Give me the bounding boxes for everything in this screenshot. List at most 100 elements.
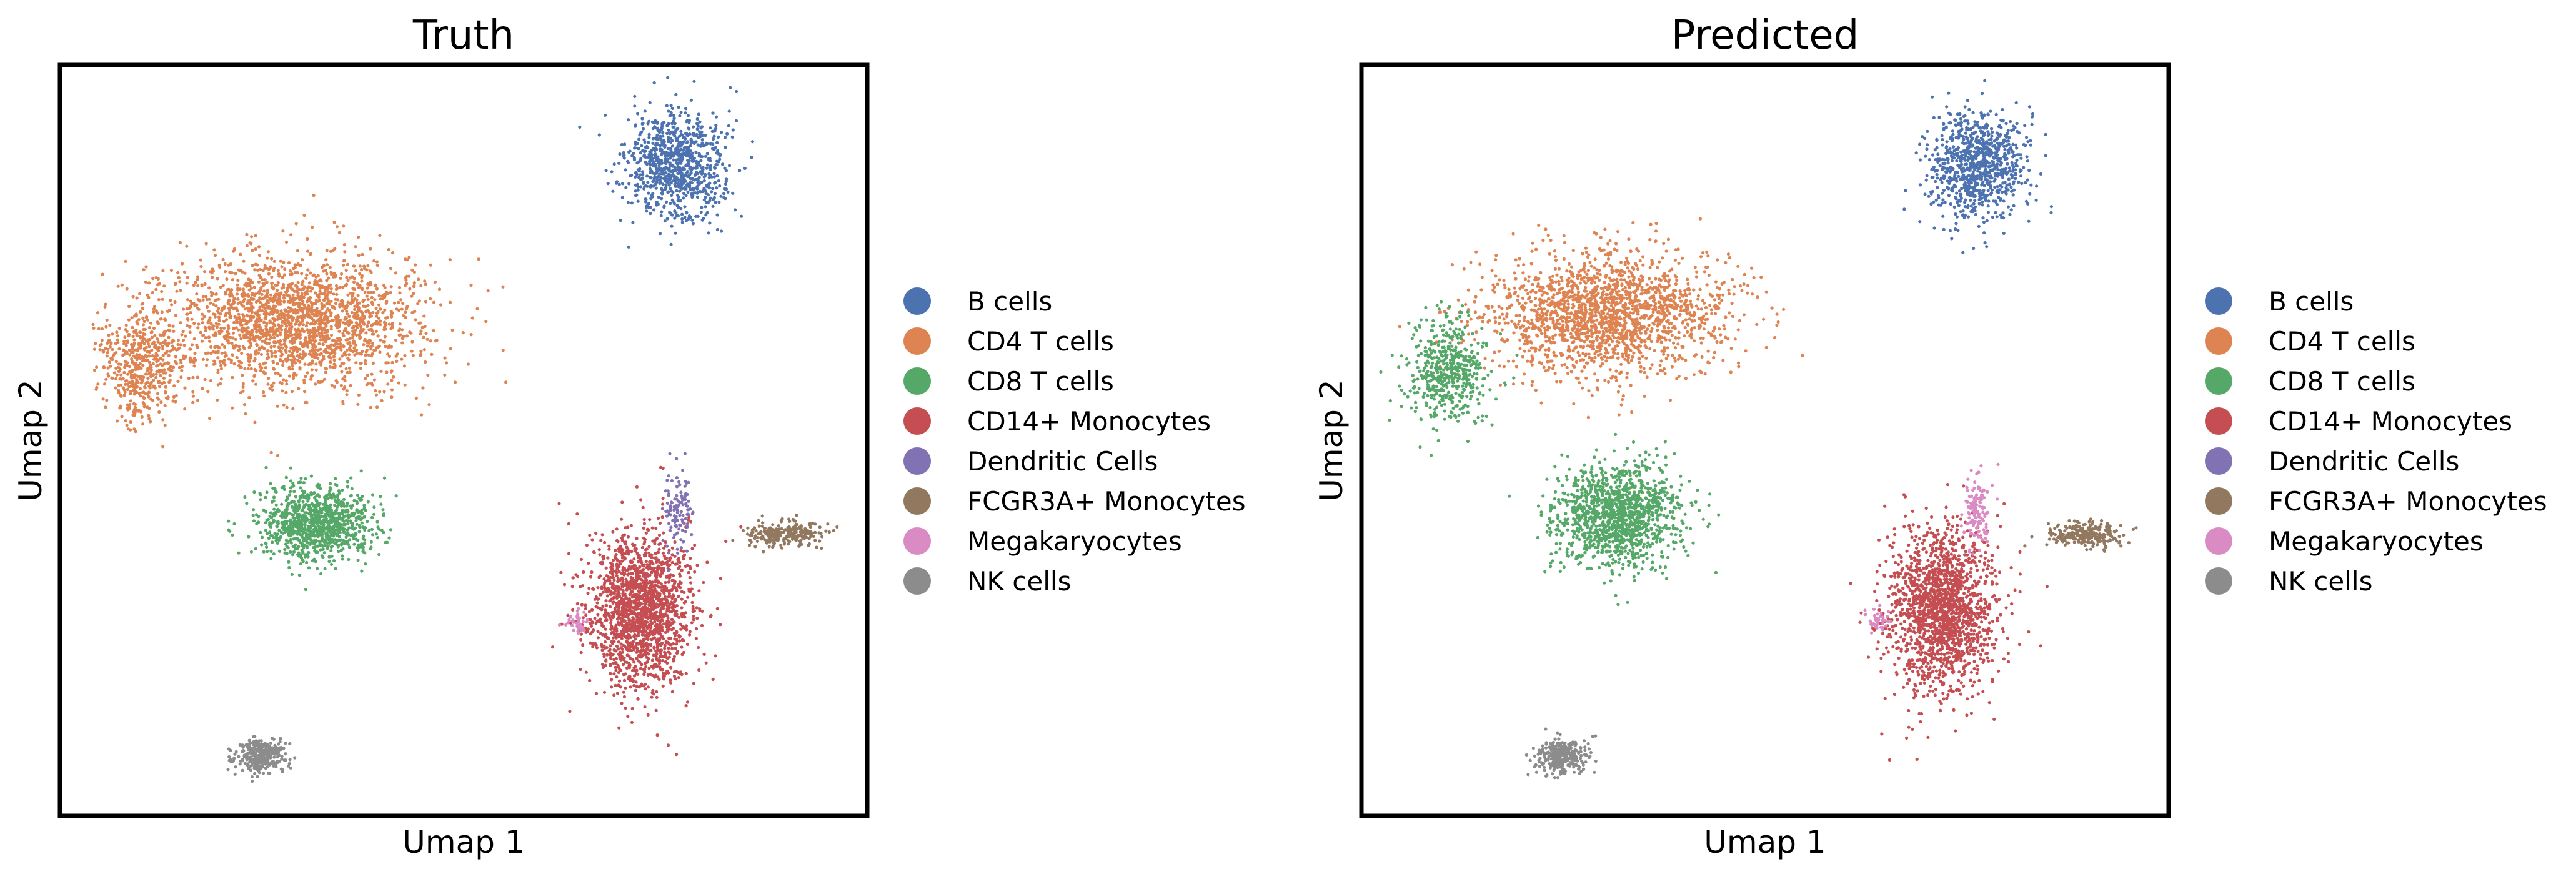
data-point [145, 315, 149, 319]
data-point [637, 176, 641, 179]
data-point [244, 412, 247, 416]
data-point [294, 537, 298, 541]
data-point [192, 337, 196, 341]
data-point [308, 532, 312, 536]
data-point [265, 281, 269, 284]
data-point [157, 370, 161, 374]
data-point [141, 302, 145, 305]
data-point [716, 149, 720, 152]
data-point [714, 123, 718, 127]
data-point [297, 505, 301, 509]
data-point [620, 182, 625, 186]
data-point [369, 345, 372, 349]
data-point [433, 280, 437, 284]
data-point [664, 151, 669, 154]
data-point [138, 387, 142, 390]
data-point [630, 154, 634, 157]
data-point [660, 161, 664, 166]
data-point [374, 284, 377, 287]
data-point [412, 271, 417, 274]
data-point [674, 158, 679, 162]
data-point [336, 337, 340, 340]
data-point [117, 384, 121, 387]
data-point [386, 352, 390, 356]
data-point [684, 187, 688, 191]
data-point [111, 358, 114, 362]
data-point [124, 419, 127, 423]
data-point [168, 349, 172, 353]
data-point [163, 317, 167, 321]
data-point [293, 266, 297, 269]
data-point [680, 606, 684, 610]
data-point [685, 149, 689, 152]
data-point [662, 139, 665, 142]
data-point [96, 382, 100, 386]
data-point [366, 374, 370, 377]
data-point [689, 215, 693, 219]
data-point [311, 327, 315, 330]
data-point [92, 369, 96, 372]
data-point [256, 335, 260, 339]
data-point [652, 81, 656, 85]
data-point [638, 133, 642, 137]
data-point [336, 342, 339, 346]
data-point [382, 512, 386, 516]
data-point [225, 318, 229, 322]
data-point [227, 311, 231, 315]
data-point [323, 297, 327, 300]
data-point [337, 329, 341, 333]
data-point [203, 282, 207, 286]
data-point [682, 167, 687, 171]
data-point [648, 150, 652, 154]
data-point [300, 282, 304, 287]
data-point [258, 492, 262, 495]
data-point [660, 127, 664, 131]
data-point [666, 76, 670, 79]
data-point [144, 359, 148, 362]
data-point [236, 297, 240, 301]
data-point [231, 353, 234, 357]
data-point [342, 539, 346, 542]
data-point [335, 320, 339, 324]
data-point [368, 269, 372, 273]
data-point [326, 307, 330, 311]
data-point [326, 334, 329, 338]
data-point [322, 540, 326, 544]
data-point [374, 307, 378, 310]
data-point [95, 365, 99, 369]
data-point [370, 372, 374, 376]
data-point [360, 569, 364, 573]
data-point [131, 369, 134, 372]
data-point [394, 338, 398, 342]
data-point [317, 279, 321, 283]
data-point [245, 284, 249, 288]
data-point [351, 294, 354, 298]
data-point [624, 168, 627, 172]
data-point [627, 245, 630, 249]
data-point [174, 394, 178, 398]
data-point [600, 533, 604, 537]
data-point [137, 318, 141, 322]
data-point [245, 281, 249, 285]
data-point [329, 271, 333, 274]
data-point [156, 283, 160, 287]
data-point [147, 384, 151, 388]
data-point [266, 250, 270, 254]
data-point [196, 275, 200, 279]
data-point [162, 362, 166, 366]
data-point [185, 312, 189, 316]
data-point [146, 342, 151, 345]
data-point [301, 350, 305, 354]
data-point [305, 560, 309, 564]
data-point [186, 324, 189, 328]
data-point [729, 86, 732, 89]
data-point [234, 272, 237, 276]
data-point [168, 366, 172, 370]
data-point [310, 354, 314, 359]
data-point [154, 372, 158, 376]
data-point [275, 289, 279, 292]
data-point [247, 535, 251, 539]
data-point [366, 324, 369, 328]
data-point [504, 380, 508, 384]
data-point [142, 327, 146, 332]
